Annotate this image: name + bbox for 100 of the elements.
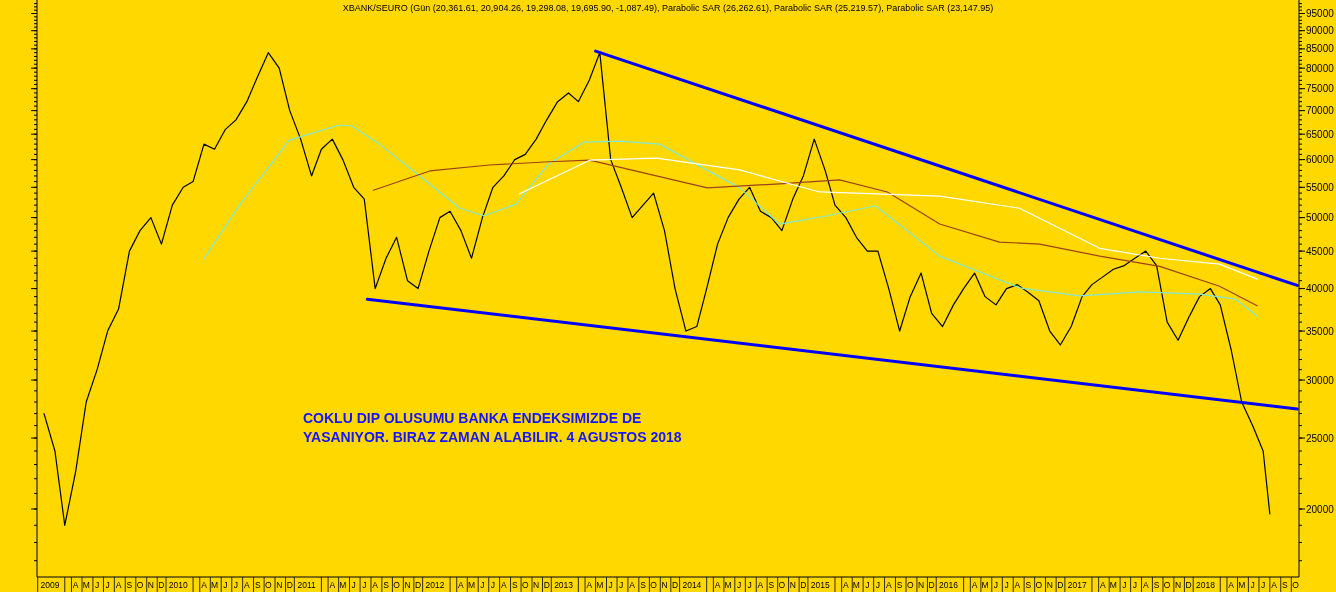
x-tick-label: N [276,580,283,590]
x-tick-label: N [533,580,540,590]
x-tick-label: M [339,580,347,590]
x-tick-label: A [372,580,379,590]
x-tick-label: M [1238,580,1246,590]
x-tick-label: M [467,580,476,590]
x-tick-label: J [736,580,742,590]
x-tick-label: O [1163,580,1171,590]
x-tick-label: A [586,580,593,590]
x-tick-label: J [993,580,999,590]
x-tick-label: A [244,580,251,590]
x-tick-label: M [82,580,90,590]
x-tick-label: M [852,580,860,590]
x-tick-label: D [800,580,807,590]
y-tick-label: 20000 [1306,503,1335,515]
x-tick-label: A [885,580,892,590]
x-tick-label: O [650,580,658,590]
x-tick-label: O [136,580,144,590]
x-tick-label: D [543,580,550,590]
x-tick-label: A [629,580,636,590]
x-tick-label: O [1035,580,1043,590]
x-tick-label: 2016 [939,580,959,590]
x-tick-label: J [105,580,110,590]
y-tick-label: 55000 [1306,181,1335,193]
y-tick-label: 70000 [1306,105,1335,117]
x-tick-label: S [640,580,647,590]
x-tick-label: N [918,580,925,590]
x-tick-label: A [72,580,79,590]
x-tick-label: S [1153,580,1160,590]
x-tick-label: S [896,580,903,590]
line-series [43,52,1271,526]
x-tick-label: A [1014,580,1021,590]
x-tick-label: O [1292,580,1300,590]
x-tick-label: J [490,580,496,590]
y-tick-label: 50000 [1306,212,1335,224]
x-tick-label: J [480,580,485,590]
x-tick-label: S [1282,580,1289,590]
x-tick-label: 2011 [297,580,317,590]
x-tick-label: A [458,580,465,590]
annotation: COKLU DIP OLUSUMU BANKA ENDEKSIMIZDE DE [303,410,642,426]
x-tick-label: N [789,580,796,590]
x-tick-label: J [865,580,870,590]
x-tick-label: A [1228,580,1235,590]
y-tick-label: 60000 [1306,154,1335,166]
annotation: YASANIYOR. BIRAZ ZAMAN ALABILIR. 4 AGUSTOS 2018 [303,429,682,445]
y-tick-label: 30000 [1306,374,1335,386]
x-tick-label: S [383,580,390,590]
x-tick-label: J [1122,580,1127,590]
x-tick-label: J [233,580,239,590]
chart-title: XBANK/SEURO (Gün (20,361.61, 20,904.26, 19,298.08, 19,695.90, -1,087.49), Parabolic SAR (26,262.61), Parabolic SAR (25,219.57), Parabolic SAR (23,147.95) [342,3,994,13]
x-tick-label: O [393,580,401,590]
x-tick-label: D [286,580,293,590]
x-tick-label: O [521,580,529,590]
y-tick-label: 65000 [1306,128,1335,140]
x-tick-label: A [201,580,208,590]
x-tick-label: S [511,580,518,590]
x-tick-label: A [714,580,721,590]
y-tick-label: 35000 [1306,325,1335,337]
x-tick-label: D [671,580,679,590]
y-tick-label: 75000 [1306,83,1335,95]
x-tick-label: J [875,580,880,590]
x-tick-label: S [254,580,261,590]
x-tick-label: S [126,580,133,590]
x-tick-label: J [1250,580,1255,590]
x-tick-label: A [501,580,507,590]
x-tick-label: O [778,580,786,590]
x-tick-label: 2013 [554,580,574,590]
line-series [519,157,1258,280]
x-tick-label: 2010 [168,580,189,590]
y-tick-label: 85000 [1306,43,1335,55]
x-tick-label: A [757,580,764,590]
x-tick-label: J [94,580,100,590]
x-tick-label: 2012 [425,580,445,590]
x-tick-label: O [265,580,272,590]
x-tick-label: D [414,580,422,590]
x-tick-label: S [1025,580,1032,590]
x-tick-label: N [147,580,154,590]
x-tick-label: A [1142,580,1149,590]
x-tick-label: J [608,580,613,590]
x-tick-label: 2014 [682,580,702,590]
x-tick-label: N [1046,580,1053,590]
x-tick-label: A [329,580,336,590]
x-tick-label: M [1109,580,1117,590]
x-tick-label: A [971,580,978,590]
y-tick-label: 45000 [1306,245,1335,257]
x-tick-label: D [1185,580,1192,590]
x-tick-label: N [1175,580,1182,590]
y-tick-label: 25000 [1306,432,1335,444]
x-tick-label: 2018 [1196,580,1216,590]
x-tick-label: M [210,580,219,590]
y-tick-label: 40000 [1306,283,1335,295]
line-series [372,159,1258,307]
line-series [203,124,1258,317]
x-tick-label: J [1004,580,1009,590]
x-tick-label: A [843,580,850,590]
x-tick-label: A [1100,580,1107,590]
x-tick-label: J [1132,580,1137,590]
x-tick-label: 2009 [40,580,60,590]
x-tick-label: S [768,580,775,590]
x-tick-label: A [1271,580,1278,590]
